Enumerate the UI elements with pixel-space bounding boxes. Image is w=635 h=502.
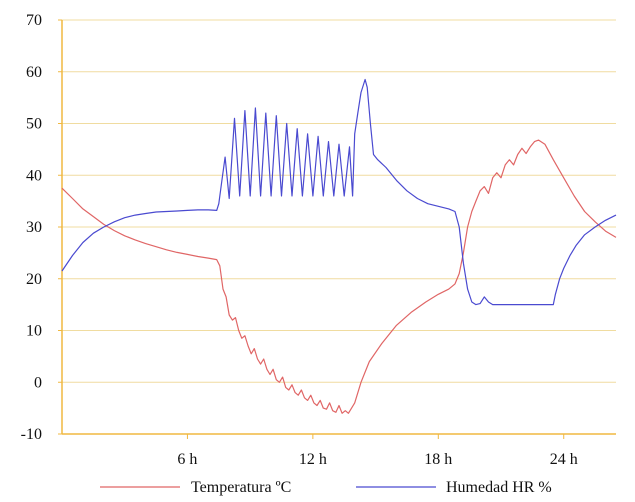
y-tick-label: 50 (26, 116, 42, 133)
x-tick-label: 24 h (550, 451, 578, 468)
y-tick-label: 0 (34, 374, 42, 391)
grid-lines (62, 19, 616, 383)
y-tick-label: 60 (26, 64, 42, 81)
y-tick-label: 40 (26, 167, 42, 184)
humidity-line (61, 78, 617, 306)
y-tick-label: 10 (26, 323, 42, 340)
legend-label-humidity: Humedad HR % (446, 479, 552, 496)
temperature-line (61, 139, 617, 414)
x-tick-label: 18 h (424, 451, 452, 468)
y-tick-label: -10 (21, 426, 42, 443)
series-layer (61, 78, 617, 414)
x-axis-ticks: 6 h 12 h 18 h 24 h (177, 434, 578, 468)
x-tick-label: 6 h (177, 451, 197, 468)
y-tick-label: 30 (26, 219, 42, 236)
x-tick-label: 12 h (299, 451, 327, 468)
y-tick-label: 20 (26, 271, 42, 288)
legend: Temperatura ºC Humedad HR % (100, 479, 552, 496)
y-axis-ticks: -10 0 10 20 30 40 50 60 70 (21, 12, 62, 443)
legend-label-temperature: Temperatura ºC (191, 479, 291, 496)
y-tick-label: 70 (26, 12, 42, 29)
